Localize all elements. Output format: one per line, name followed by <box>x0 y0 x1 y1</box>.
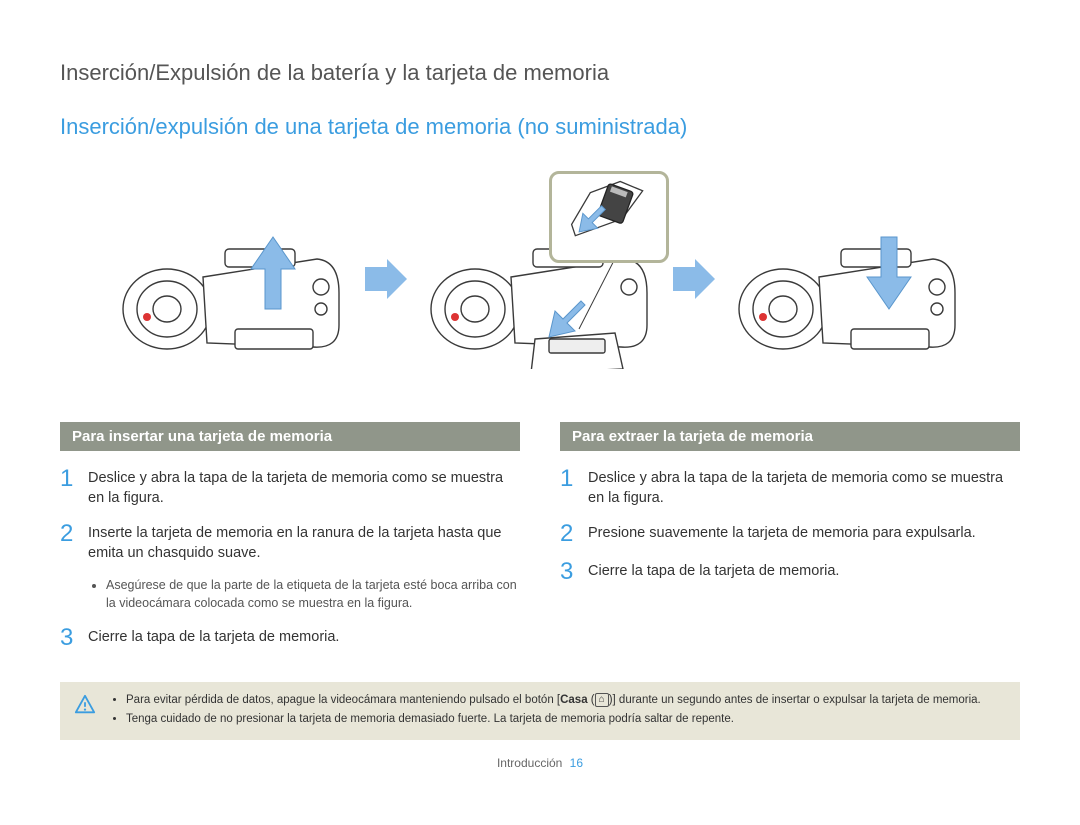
extract-heading: Para extraer la tarjeta de memoria <box>560 422 1020 451</box>
page-title: Inserción/Expulsión de la batería y la t… <box>60 60 1020 86</box>
warning-icon <box>74 694 96 716</box>
camera-illustration-3 <box>723 189 973 369</box>
extract-step-1: 1 Deslice y abra la tapa de la tarjeta d… <box>560 467 1020 508</box>
camera-illustration-1 <box>107 189 357 369</box>
note-list: Para evitar pérdida de datos, apague la … <box>110 692 1006 730</box>
extract-column: Para extraer la tarjeta de memoria 1 Des… <box>560 422 1020 664</box>
insert-column: Para insertar una tarjeta de memoria 1 D… <box>60 422 520 664</box>
camera-panel-2 <box>415 189 665 369</box>
camera-panel-1 <box>107 189 357 369</box>
insert-heading: Para insertar una tarjeta de memoria <box>60 422 520 451</box>
note-item-1: Para evitar pérdida de datos, apague la … <box>126 692 1006 708</box>
next-arrow-1 <box>363 259 409 299</box>
page-footer: Introducción 16 <box>60 756 1020 770</box>
illustration-row <box>60 164 1020 394</box>
insert-step-1: 1 Deslice y abra la tapa de la tarjeta d… <box>60 467 520 508</box>
section-title: Inserción/expulsión de una tarjeta de me… <box>60 114 1020 140</box>
home-icon: ⌂ <box>595 693 609 707</box>
instruction-columns: Para insertar una tarjeta de memoria 1 D… <box>60 422 1020 664</box>
insert-step-3: 3 Cierre la tapa de la tarjeta de memori… <box>60 626 520 650</box>
insert-sub-bullet: Asegúrese de que la parte de la etiqueta… <box>92 577 520 612</box>
next-arrow-2 <box>671 259 717 299</box>
memory-card-inset <box>549 171 669 263</box>
extract-step-3: 3 Cierre la tapa de la tarjeta de memori… <box>560 560 1020 584</box>
note-item-2: Tenga cuidado de no presionar la tarjeta… <box>126 711 1006 727</box>
page-root: Inserción/Expulsión de la batería y la t… <box>0 0 1080 790</box>
insert-step-2: 2 Inserte la tarjeta de memoria en la ra… <box>60 522 520 563</box>
camera-panel-3 <box>723 189 973 369</box>
caution-note: Para evitar pérdida de datos, apague la … <box>60 682 1020 740</box>
extract-step-2: 2 Presione suavemente la tarjeta de memo… <box>560 522 1020 546</box>
